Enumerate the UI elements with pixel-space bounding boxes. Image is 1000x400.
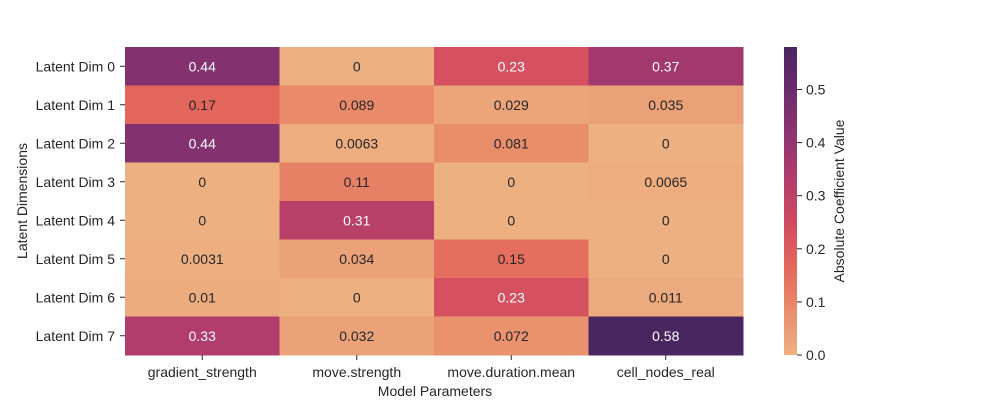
heatmap-cell — [434, 85, 589, 125]
heatmap-cell — [434, 47, 589, 86]
cell-value-label: 0 — [662, 135, 670, 151]
cell-value-label: 0.58 — [652, 328, 679, 344]
cell-value-label: 0.31 — [343, 212, 370, 228]
heatmap-cell — [279, 124, 435, 163]
heatmap-cell — [125, 201, 280, 240]
cell-value-label: 0.17 — [189, 97, 216, 113]
heatmap-cell — [279, 316, 435, 356]
heatmap-cell — [125, 124, 280, 163]
x-tick-label: move.strength — [312, 364, 401, 380]
heatmap-cell — [125, 47, 280, 86]
heatmap-cell — [434, 162, 589, 202]
cell-value-label: 0.37 — [652, 58, 679, 74]
y-tick-label: Latent Dim 3 — [36, 174, 116, 190]
cell-value-label: 0.0031 — [181, 251, 224, 267]
colorbar-label: Absolute Coefficient Value — [831, 119, 847, 282]
heatmap-cell — [588, 201, 744, 240]
heatmap-cell — [279, 162, 435, 202]
cell-value-label: 0.072 — [494, 328, 529, 344]
cell-value-label: 0.44 — [189, 135, 216, 151]
cell-value-label: 0.23 — [498, 58, 525, 74]
cell-value-label: 0.089 — [339, 97, 374, 113]
cell-value-label: 0.032 — [339, 328, 374, 344]
heatmap-cell — [279, 85, 435, 125]
heatmap-cell — [434, 316, 589, 356]
x-tick-label: cell_nodes_real — [617, 364, 715, 380]
y-tick-label: Latent Dim 7 — [36, 328, 116, 344]
heatmap-cell — [279, 278, 435, 317]
x-tick-label: move.duration.mean — [447, 364, 575, 380]
colorbar-tick-label: 0.5 — [806, 81, 826, 97]
y-tick-label: Latent Dim 4 — [36, 212, 116, 228]
cell-value-label: 0.0063 — [335, 135, 378, 151]
cell-value-label: 0.01 — [189, 289, 216, 305]
cell-value-label: 0.23 — [498, 289, 525, 305]
cell-value-label: 0 — [353, 58, 361, 74]
cell-value-label: 0.15 — [498, 251, 525, 267]
x-tick-labels: gradient_strength move.strength move.durat… — [148, 355, 715, 380]
heatmap-cell — [434, 201, 589, 240]
x-axis-label: Model Parameters — [378, 383, 492, 399]
cell-value-label: 0 — [507, 212, 515, 228]
x-tick-label: gradient_strength — [148, 364, 257, 380]
cell-value-label: 0.035 — [648, 97, 683, 113]
colorbar-tick-label: 0.4 — [806, 135, 826, 151]
heatmap-cell — [434, 278, 589, 317]
heatmap-cell — [279, 239, 435, 279]
cell-value-label: 0.11 — [344, 174, 370, 190]
cell-value-label: 0 — [198, 174, 206, 190]
colorbar-tick-label: 0.2 — [806, 241, 826, 257]
colorbar-ticks: 0.0 0.1 0.2 0.3 0.4 0.5 — [797, 81, 826, 363]
heatmap-cell — [125, 85, 280, 125]
cell-value-label: 0.0065 — [644, 174, 687, 190]
heatmap-cell — [125, 316, 280, 356]
heatmap-cell — [125, 278, 280, 317]
colorbar-tick-label: 0.3 — [806, 188, 826, 204]
heatmap-cell — [588, 278, 744, 317]
heatmap-cell — [588, 124, 744, 163]
y-tick-label: Latent Dim 6 — [36, 289, 116, 305]
heatmap-cell — [588, 162, 744, 202]
cell-value-label: 0.081 — [494, 135, 529, 151]
cell-value-label: 0 — [662, 212, 670, 228]
cell-value-label: 0.029 — [494, 97, 529, 113]
heatmap-cells: 0.44 0 0.23 0.37 0.17 0.089 0.029 0.035 0.44 0.00… — [125, 47, 744, 356]
y-tick-label: Latent Dim 2 — [36, 135, 116, 151]
heatmap-cell — [434, 124, 589, 163]
heatmap-cell — [279, 201, 435, 240]
y-tick-label: Latent Dim 5 — [36, 251, 116, 267]
y-axis-label: Latent Dimensions — [14, 143, 30, 259]
cell-value-label: 0 — [353, 289, 361, 305]
cell-value-label: 0.44 — [189, 58, 216, 74]
y-tick-labels: Latent Dim 0 Latent Dim 1 Latent Dim 2 Late… — [36, 58, 125, 344]
heatmap-cell — [434, 239, 589, 279]
cell-value-label: 0 — [198, 212, 206, 228]
cell-value-label: 0.33 — [189, 328, 216, 344]
heatmap-cell — [588, 316, 744, 356]
heatmap-cell — [279, 47, 435, 86]
heatmap-cell — [588, 239, 744, 279]
heatmap-cell — [125, 162, 280, 202]
y-tick-label: Latent Dim 0 — [36, 58, 116, 74]
y-tick-label: Latent Dim 1 — [36, 97, 116, 113]
cell-value-label: 0 — [507, 174, 515, 190]
cell-value-label: 0 — [662, 251, 670, 267]
colorbar-tick-label: 0.0 — [806, 347, 826, 363]
colorbar-tick-label: 0.1 — [806, 294, 826, 310]
heatmap-cell — [588, 47, 744, 86]
heatmap-cell — [588, 85, 744, 125]
heatmap-cell — [125, 239, 280, 279]
colorbar — [784, 47, 797, 355]
cell-value-label: 0.034 — [339, 251, 374, 267]
cell-value-label: 0.011 — [649, 289, 683, 305]
